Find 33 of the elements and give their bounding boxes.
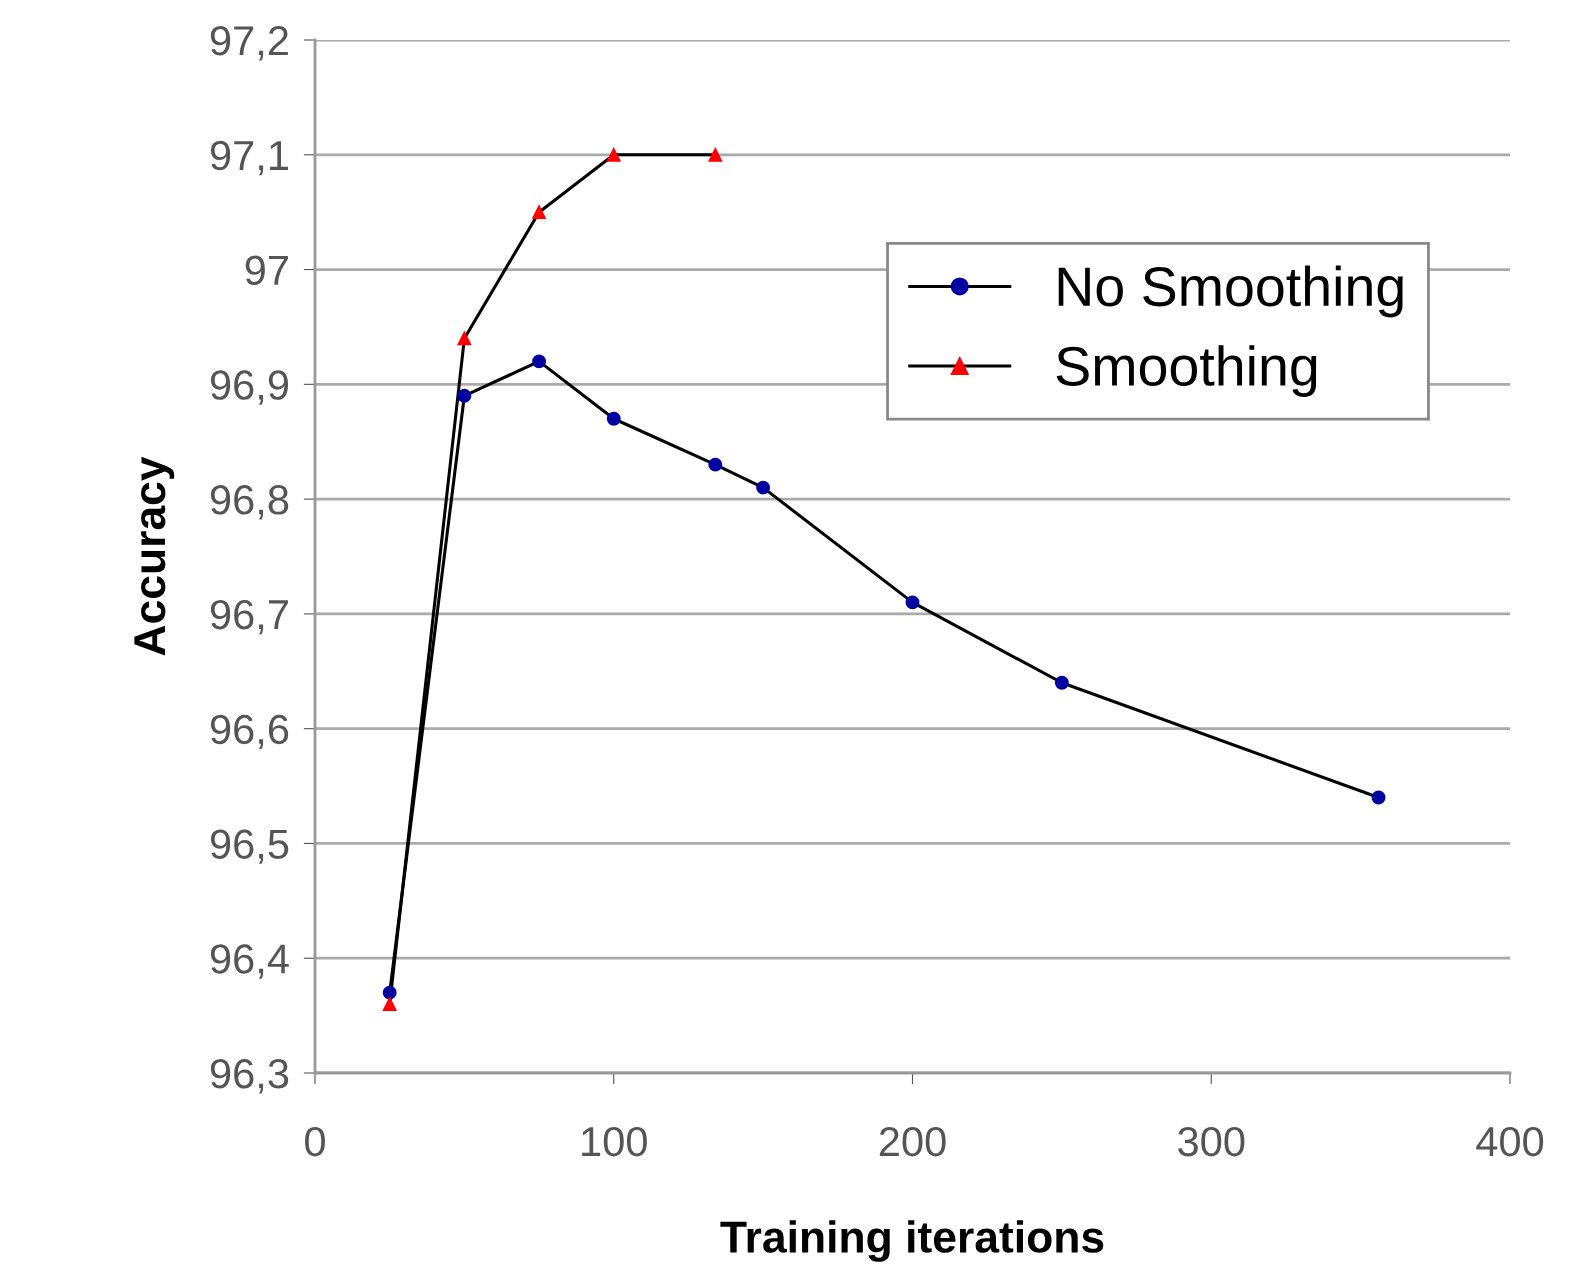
point	[382, 985, 397, 1000]
point	[532, 354, 547, 369]
x-tick-label: 200	[879, 1126, 946, 1157]
y-axis-title: Accuracy	[134, 456, 175, 656]
x-axis-title: Training iterations	[720, 1220, 1104, 1262]
point	[756, 480, 771, 495]
y-tick-label: 97	[245, 255, 288, 286]
legend-label: No Smoothing	[1058, 265, 1403, 318]
y-tick-label: 96,5	[210, 829, 289, 864]
y-tick-label: 97,1	[210, 140, 288, 176]
point	[708, 147, 723, 162]
point	[457, 388, 472, 403]
y-tick-label: 96,9	[210, 370, 289, 405]
point	[457, 331, 472, 346]
x-tick-label: 100	[582, 1126, 647, 1157]
x-tick-label: 0	[305, 1126, 325, 1157]
point	[708, 457, 723, 472]
y-tick-label: 96,7	[210, 599, 288, 635]
y-tick-label: 97,2	[210, 26, 288, 61]
point	[606, 411, 621, 426]
point	[905, 595, 920, 610]
point	[1054, 675, 1069, 690]
y-tick-label: 96,3	[210, 1059, 289, 1094]
point	[606, 147, 621, 162]
point	[532, 205, 547, 220]
legend-label: Smoothing	[1056, 345, 1317, 397]
x-tick-label: 400	[1476, 1126, 1544, 1157]
y-tick-label: 96,8	[210, 485, 289, 520]
x-tick-label: 300	[1178, 1126, 1245, 1157]
y-tick-label: 96,4	[210, 944, 289, 979]
y-tick-label: 96,6	[210, 714, 289, 750]
point	[1371, 790, 1386, 805]
point	[382, 997, 397, 1012]
